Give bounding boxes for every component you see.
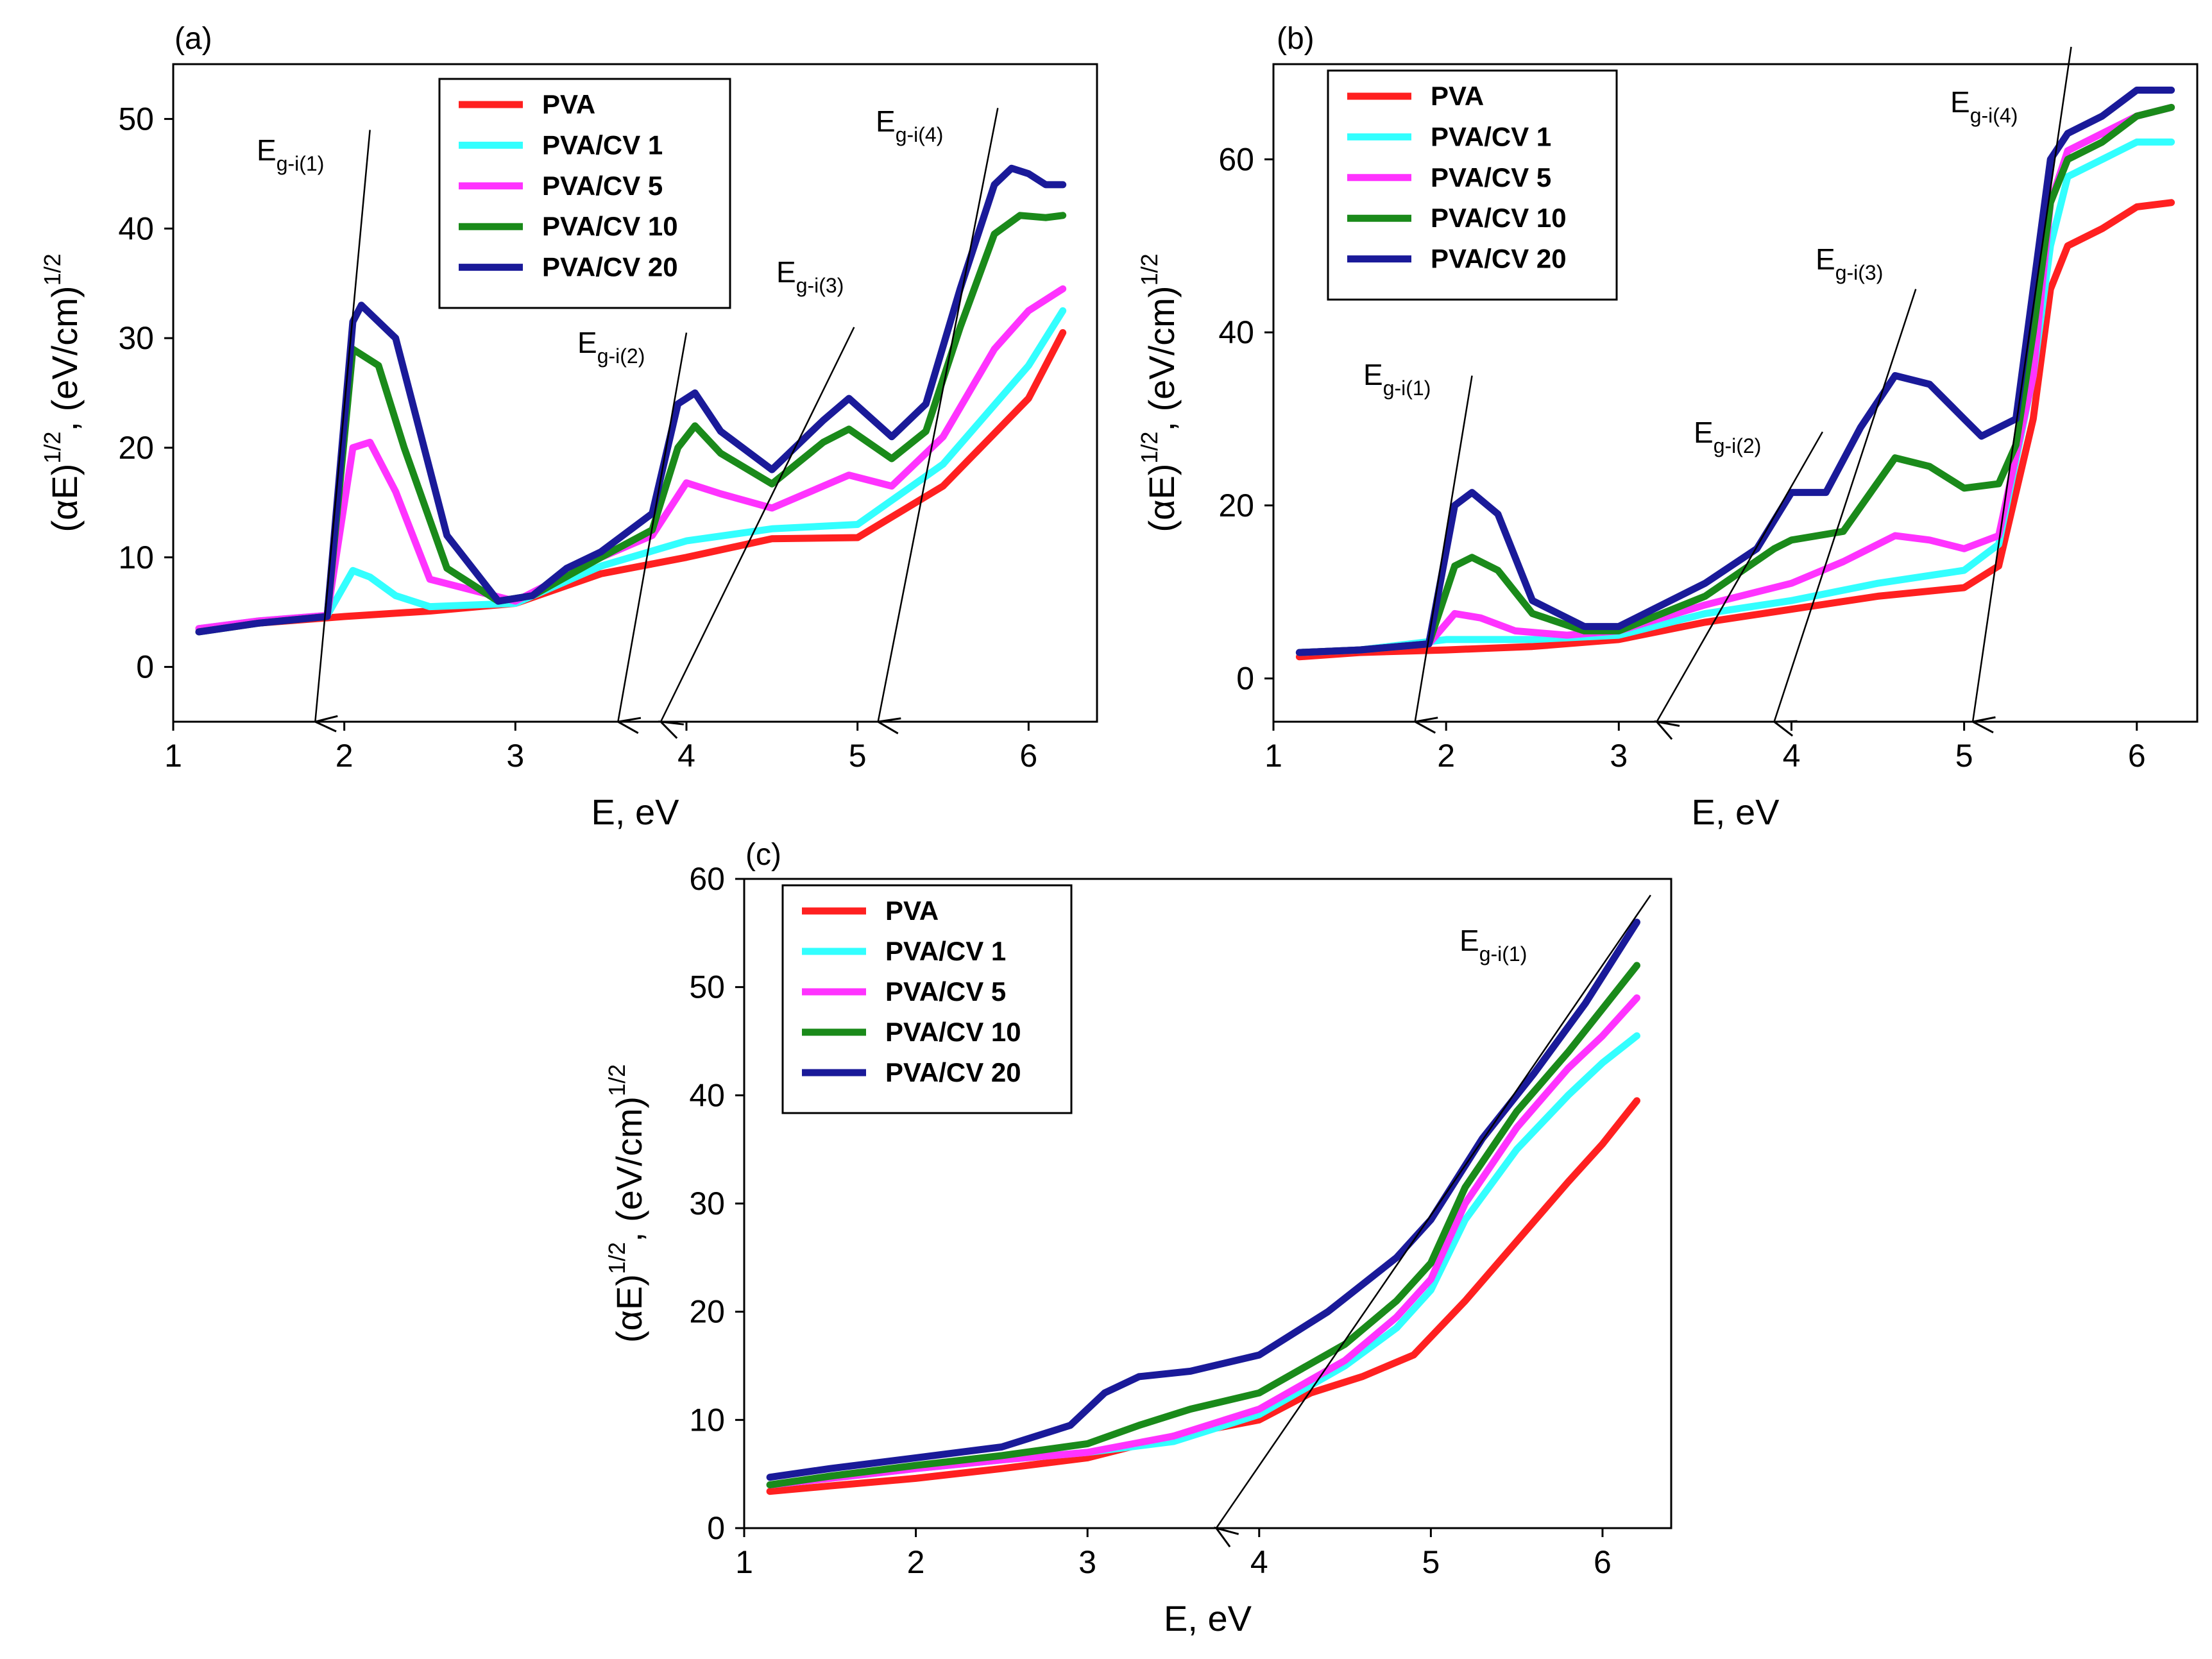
plot-frame: [1272, 63, 2199, 723]
x-tick-label: 6: [1019, 738, 1037, 774]
y-tick-label: 0: [136, 649, 154, 685]
legend-entry: PVA/CV 20: [885, 1057, 1021, 1087]
annotation-label: Eg-i(1): [1459, 924, 1527, 966]
y-tick-label: 20: [1218, 488, 1254, 523]
y-tick-label: 30: [689, 1186, 725, 1221]
x-tick-label: 2: [1437, 738, 1455, 774]
y-tick-label: 40: [1218, 314, 1254, 350]
x-tick-label: 6: [1594, 1544, 1612, 1580]
legend-entry: PVA: [885, 896, 939, 926]
panel-label: (c): [745, 838, 781, 872]
annotation-arrow: [878, 108, 999, 722]
legend-entry: PVA/CV 5: [542, 171, 663, 201]
legend-entry: PVA/CV 1: [542, 130, 663, 160]
y-axis-label: (αE)1/2, (eV/cm)1/2: [604, 1064, 649, 1343]
x-tick-label: 2: [907, 1544, 925, 1580]
x-tick-label: 5: [1422, 1544, 1440, 1580]
series-group: [766, 919, 1640, 1495]
series-line-pva-cv-20: [1295, 87, 2175, 656]
annotation-arrow: [1657, 431, 1824, 722]
legend-entry: PVA/CV 20: [542, 252, 678, 282]
legend: PVA PVA/CV 1 PVA/CV 5 PVA/CV 10 PVA/CV 20: [1327, 69, 1618, 301]
legend-entry: PVA/CV 1: [1431, 121, 1551, 151]
annotation-label: Eg-i(4): [876, 105, 943, 146]
legend: PVA PVA/CV 1 PVA/CV 5 PVA/CV 10 PVA/CV 20: [438, 78, 731, 309]
annotation-label: Eg-i(3): [776, 255, 844, 297]
series-line-pva: [1295, 199, 2175, 661]
x-tick-label: 5: [1955, 738, 1973, 774]
legend-entry: PVA/CV 10: [1431, 203, 1567, 233]
y-tick-label: 50: [689, 969, 725, 1005]
y-axis-label: (αE)1/2, (eV/cm)1/2: [39, 253, 85, 532]
annotation-arrow: [1216, 894, 1651, 1528]
series-line-pva: [766, 1097, 1640, 1495]
x-tick-label: 4: [1783, 738, 1801, 774]
annotation-arrow: [1973, 46, 2072, 722]
legend-entry: PVA/CV 1: [885, 936, 1006, 966]
x-tick-label: 3: [506, 738, 524, 774]
x-tick-label: 1: [164, 738, 182, 774]
series-line-pva-cv-10: [195, 212, 1067, 636]
annotation-arrow: [1774, 289, 1917, 722]
panel-label: (a): [174, 22, 212, 56]
annotation-label: Eg-i(4): [1950, 85, 2018, 127]
annotation-label: Eg-i(1): [257, 133, 324, 175]
legend-entry: PVA/CV 10: [885, 1017, 1021, 1047]
y-tick-label: 0: [1236, 661, 1254, 697]
series-line-pva-cv-10: [1295, 103, 2175, 656]
series-line-pva-cv-5: [766, 994, 1640, 1488]
series-line-pva-cv-20: [766, 919, 1640, 1481]
x-tick-label: 1: [735, 1544, 753, 1580]
y-tick-label: 50: [118, 101, 154, 137]
annotation-label: Eg-i(1): [1363, 358, 1431, 400]
annotation-arrow: [1415, 375, 1473, 722]
y-tick-label: 10: [118, 540, 154, 575]
series-line-pva-cv-1: [1295, 138, 2175, 656]
x-axis-label: E, eV: [1692, 792, 1780, 832]
annotation-arrow: [315, 130, 371, 722]
legend-entry: PVA/CV 5: [885, 976, 1006, 1007]
annotation-label: Eg-i(3): [1816, 242, 1883, 284]
annotation-label: Eg-i(2): [577, 326, 645, 368]
chart-panel-a: (a) 1 2 3 4 5 6 0 10 20 30 40 50 E, eV (αE)1/2, (eV/cm…: [39, 22, 1098, 832]
legend-entry: PVA/CV 20: [1431, 244, 1567, 274]
annotation-arrow: [618, 332, 688, 722]
legend-entry: PVA: [542, 89, 595, 119]
y-tick-label: 40: [118, 210, 154, 246]
x-tick-label: 3: [1078, 1544, 1096, 1580]
panel-label: (b): [1277, 22, 1314, 56]
x-tick-label: 2: [336, 738, 353, 774]
x-axis-label: E, eV: [1164, 1598, 1252, 1638]
x-axis-label: E, eV: [591, 792, 680, 832]
y-tick-label: 30: [118, 320, 154, 356]
series-group: [1295, 87, 2175, 661]
x-tick-label: 4: [1250, 1544, 1268, 1580]
y-axis-label: (αE)1/2, (eV/cm)1/2: [1136, 253, 1182, 532]
x-tick-label: 5: [849, 738, 867, 774]
y-tick-label: 40: [689, 1077, 725, 1113]
x-tick-label: 1: [1264, 738, 1282, 774]
legend-entry: PVA/CV 10: [542, 211, 678, 241]
series-line-pva-cv-10: [766, 962, 1640, 1488]
y-tick-label: 10: [689, 1402, 725, 1438]
y-tick-label: 60: [689, 861, 725, 897]
series-line-pva-cv-5: [195, 285, 1067, 633]
series-line-pva-cv-20: [195, 164, 1067, 636]
x-tick-label: 6: [2128, 738, 2146, 774]
y-tick-label: 20: [689, 1294, 725, 1330]
series-group: [195, 164, 1067, 636]
legend: PVA PVA/CV 1 PVA/CV 5 PVA/CV 10 PVA/CV 20: [781, 884, 1073, 1114]
annotation-arrow: [661, 327, 855, 722]
x-tick-label: 3: [1610, 738, 1628, 774]
x-tick-label: 4: [677, 738, 695, 774]
legend-entry: PVA: [1431, 81, 1484, 111]
annotation-label: Eg-i(2): [1694, 416, 1761, 457]
y-tick-label: 60: [1218, 141, 1254, 177]
y-tick-label: 0: [707, 1510, 725, 1546]
legend-entry: PVA/CV 5: [1431, 162, 1551, 192]
y-tick-label: 20: [118, 430, 154, 466]
